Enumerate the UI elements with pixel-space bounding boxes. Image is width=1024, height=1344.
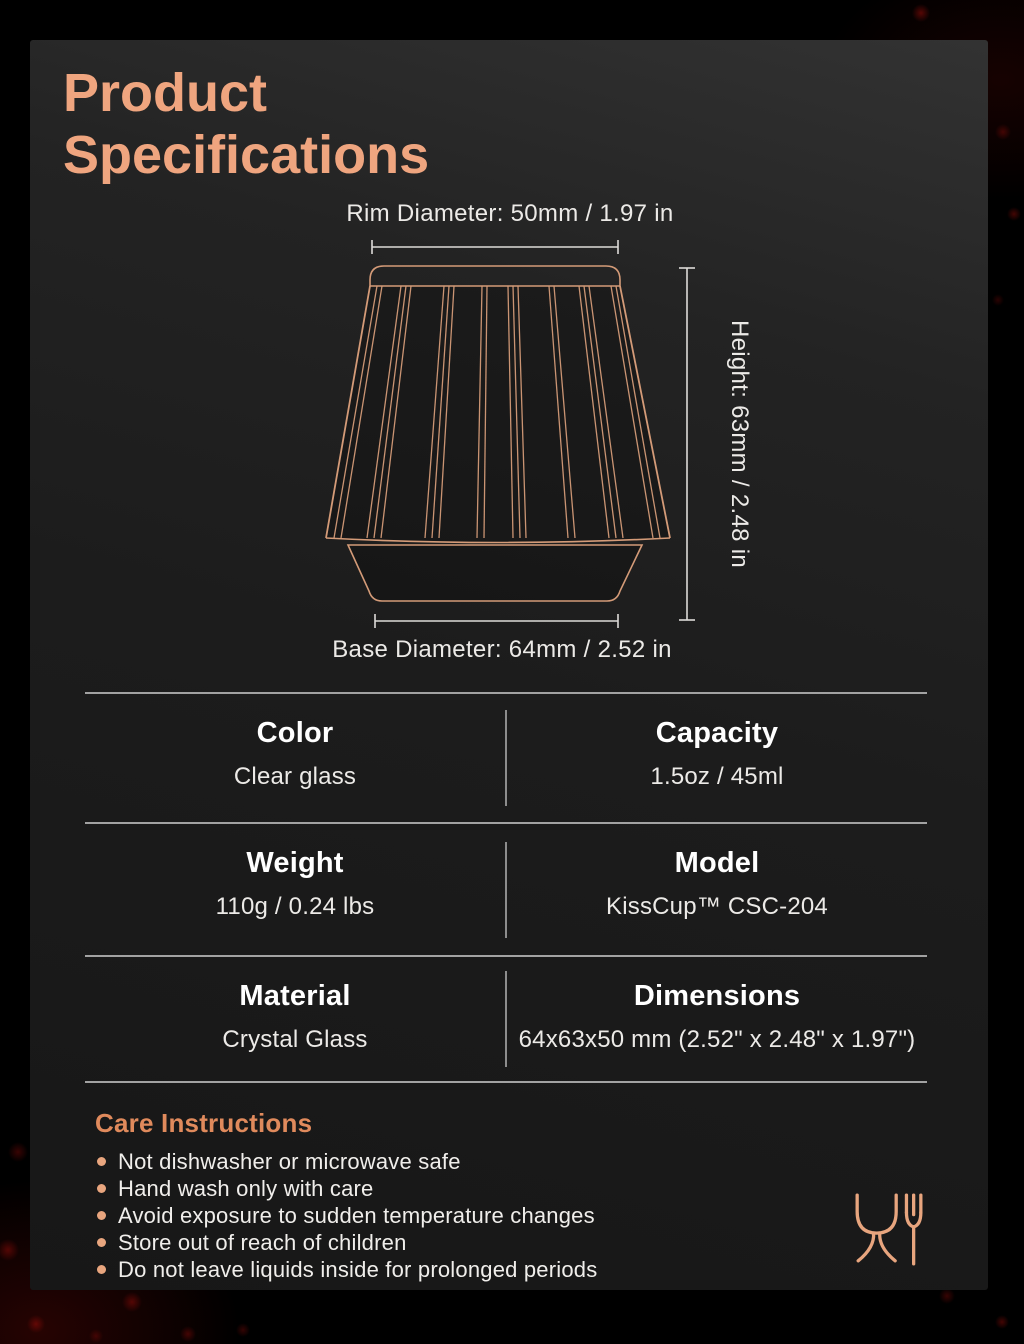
care-item: Hand wash only with care: [95, 1175, 775, 1202]
spec-table: Color Clear glass Capacity 1.5oz / 45ml …: [85, 692, 927, 1083]
spec-cell-weight: Weight 110g / 0.24 lbs: [85, 824, 505, 955]
spec-value: 110g / 0.24 lbs: [215, 893, 375, 920]
spec-value: Clear glass: [233, 763, 357, 790]
spec-value: 64x63x50 mm (2.52" x 2.48" x 1.97"): [518, 1026, 916, 1053]
spec-card: Product Specifications Rim Diameter: 50m…: [30, 40, 988, 1290]
spec-value: KissCup™ CSC-204: [606, 893, 828, 920]
spec-label: Material: [239, 980, 351, 1012]
page-title: Product Specifications: [63, 63, 430, 185]
column-divider: [505, 841, 507, 938]
spec-value: 1.5oz / 45ml: [650, 763, 784, 790]
height-dimension-label: Height: 63mm / 2.48 in: [726, 320, 753, 568]
spec-label: Dimensions: [633, 980, 801, 1012]
spec-row-weight-model: Weight 110g / 0.24 lbs Model KissCup™ CS…: [85, 822, 927, 955]
height-dimension-line: [679, 267, 695, 621]
care-item: Not dishwasher or microwave safe: [95, 1148, 775, 1175]
care-heading: Care Instructions: [95, 1108, 313, 1138]
spec-cell-material: Material Crystal Glass: [85, 957, 505, 1081]
product-dimension-diagram: Rim Diameter: 50mm / 1.97 in: [30, 190, 988, 670]
spec-label: Model: [674, 847, 760, 879]
spec-label: Weight: [246, 847, 344, 879]
cup-line-drawing: Rim Diameter: 50mm / 1.97 in: [325, 200, 753, 663]
spec-label: Color: [256, 717, 334, 749]
rim-dimension-label: Rim Diameter: 50mm / 1.97 in: [346, 200, 673, 227]
care-item: Store out of reach of children: [95, 1229, 775, 1256]
base-dimension-line: [374, 614, 619, 628]
spec-value: Crystal Glass: [222, 1026, 368, 1053]
care-item: Do not leave liquids inside for prolonge…: [95, 1256, 775, 1283]
spec-cell-capacity: Capacity 1.5oz / 45ml: [507, 694, 927, 822]
care-item: Avoid exposure to sudden temperature cha…: [95, 1202, 775, 1229]
column-divider: [505, 971, 507, 1067]
spec-label: Capacity: [655, 717, 779, 749]
cup-pleats: [325, 285, 671, 539]
column-divider: [505, 710, 507, 806]
rim-dimension-line: [371, 240, 619, 254]
base-dimension-label: Base Diameter: 64mm / 2.52 in: [332, 636, 672, 663]
care-instructions: Care Instructions Not dishwasher or micr…: [95, 1108, 775, 1283]
spec-cell-model: Model KissCup™ CSC-204: [507, 824, 927, 955]
spec-row-material-dimensions: Material Crystal Glass Dimensions 64x63x…: [85, 955, 927, 1083]
spec-cell-color: Color Clear glass: [85, 694, 505, 822]
care-list: Not dishwasher or microwave safe Hand wa…: [95, 1148, 775, 1283]
spec-cell-dimensions: Dimensions 64x63x50 mm (2.52" x 2.48" x …: [507, 957, 927, 1081]
spec-row-color-capacity: Color Clear glass Capacity 1.5oz / 45ml: [85, 692, 927, 822]
food-safe-glass-fork-icon: [855, 1193, 923, 1266]
